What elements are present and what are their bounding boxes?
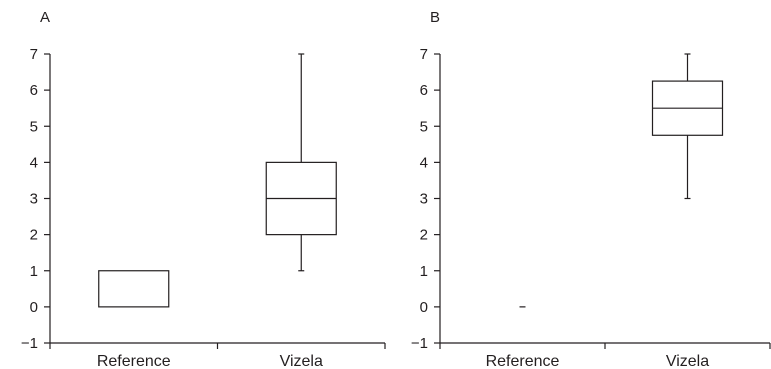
y-tick-label: 2: [30, 227, 38, 244]
y-tick-label: 0: [30, 299, 38, 316]
box-body: [98, 270, 170, 308]
y-tick-label: 4: [420, 154, 428, 171]
x-tick-label: Reference: [97, 353, 171, 369]
y-tick-label: 5: [30, 118, 38, 135]
y-tick-label: 3: [30, 191, 38, 208]
y-tick-label: 3: [420, 191, 428, 208]
box-vizela: [265, 53, 337, 272]
y-tick-label: −1: [21, 335, 38, 352]
y-tick-label: −1: [411, 335, 428, 352]
y-tick-label: 7: [420, 46, 428, 63]
panel-label: B: [430, 9, 440, 26]
y-tick-label: 7: [30, 46, 38, 63]
x-tick-label: Vizela: [280, 353, 323, 369]
chart-panel-a: A 7 6 5 4 3 2 1 0 −1 Reference Vizela: [21, 9, 386, 369]
box-vizela: [651, 53, 724, 200]
box-reference: [98, 270, 170, 308]
x-tick-label: Vizela: [666, 353, 709, 369]
y-tick-label: 1: [420, 263, 428, 280]
y-tick-label: 0: [420, 299, 428, 316]
chart-panel-b: B 7 6 5 4 3 2 1 0 −1 Reference Vizela: [411, 9, 771, 369]
y-tick-label: 5: [420, 118, 428, 135]
y-tick-label: 6: [420, 82, 428, 99]
y-tick-label: 2: [420, 227, 428, 244]
y-tick-label: 6: [30, 82, 38, 99]
panel-label: A: [40, 9, 50, 26]
y-tick-label: 4: [30, 154, 38, 171]
y-tick-label: 1: [30, 263, 38, 280]
x-tick-label: Reference: [486, 353, 560, 369]
